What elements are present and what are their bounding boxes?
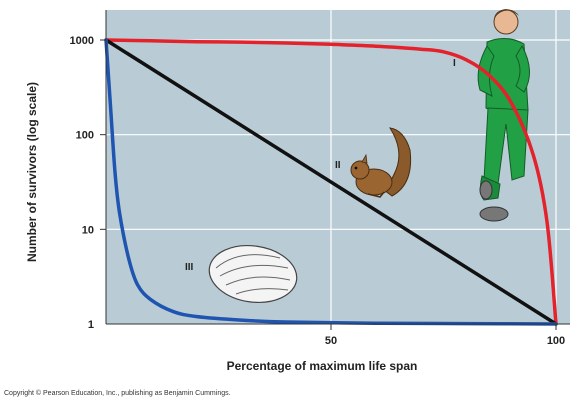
y-tick-label: 10 — [82, 224, 94, 236]
man-illustration — [477, 9, 530, 222]
y-tick-label: 1 — [88, 319, 94, 331]
y-tick-label: 1000 — [70, 35, 94, 47]
tick-layer: 1 10 100 1000 50 100 — [70, 35, 566, 347]
curve-label-II: II — [335, 160, 341, 171]
x-axis-title: Percentage of maximum life span — [227, 359, 418, 373]
y-tick-label: 100 — [76, 130, 94, 142]
x-tick-label: 100 — [547, 335, 565, 347]
series-III-line — [104, 38, 558, 326]
copyright-credit: Copyright © Pearson Education, Inc., pub… — [4, 390, 231, 397]
series-II-line — [104, 38, 558, 326]
series-I-line — [104, 38, 558, 326]
curve-label-III: III — [185, 262, 194, 273]
y-axis-title: Number of survivors (log scale) — [25, 82, 39, 262]
x-tick-label: 50 — [325, 335, 337, 347]
series-layer — [104, 38, 558, 326]
oyster-illustration — [208, 245, 298, 303]
squirrel-illustration — [350, 127, 412, 198]
curve-label-I: I — [453, 58, 456, 69]
